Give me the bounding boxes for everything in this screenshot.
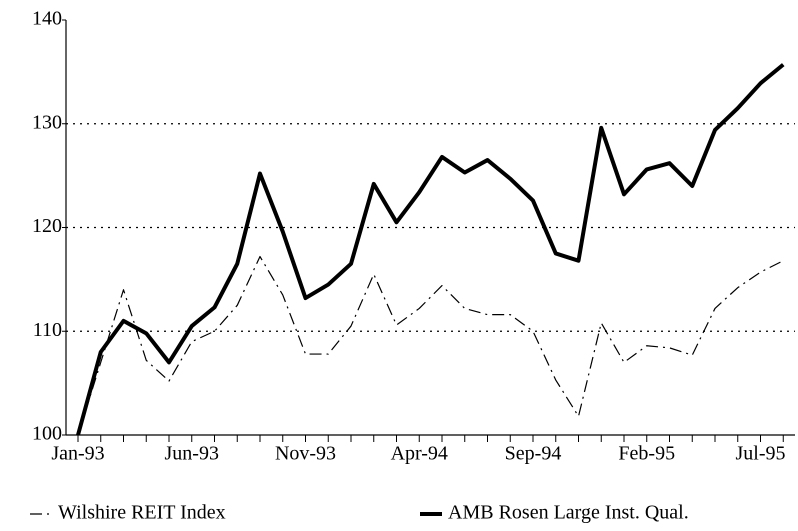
x-tick-label: Feb-95 (618, 443, 675, 465)
series-line (76, 63, 785, 436)
y-tick-label: 120 (32, 215, 62, 237)
y-tick-label: 140 (32, 8, 62, 30)
x-tick-label: Sep-94 (505, 443, 562, 465)
series-line (77, 255, 784, 436)
x-tick-label: Jan-93 (51, 443, 104, 465)
y-tick-label: 130 (32, 111, 62, 133)
x-tick-label: Apr-94 (391, 443, 448, 465)
legend-label: AMB Rosen Large Inst. Qual. (448, 502, 689, 524)
y-tick-label: 110 (33, 319, 62, 341)
x-tick-label: Jun-93 (165, 443, 219, 465)
legend-label: Wilshire REIT Index (58, 502, 226, 524)
x-tick-label: Jul-95 (736, 443, 786, 465)
x-tick-label: Nov-93 (275, 443, 336, 465)
y-tick-label: 100 (32, 423, 62, 445)
